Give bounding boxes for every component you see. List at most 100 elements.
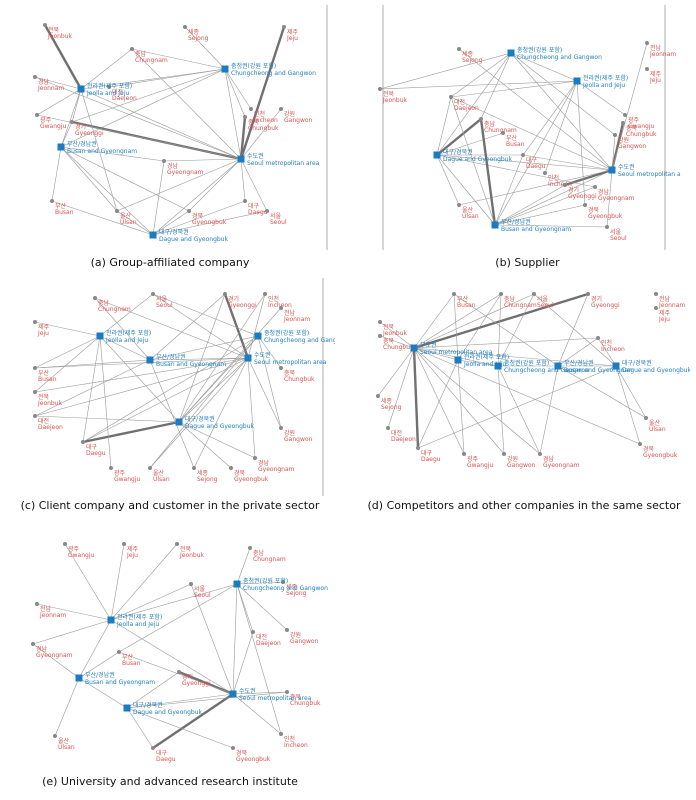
hub-node	[454, 356, 462, 364]
region-node	[109, 466, 113, 470]
region-label-en: Gyeongnam	[167, 169, 204, 176]
region-node	[583, 203, 587, 207]
region-label-ko: 강원	[507, 455, 518, 463]
region-label-ko: 전북	[48, 26, 60, 34]
region-label-en: Gangwon	[284, 436, 313, 443]
network-edge	[597, 337, 617, 367]
region-label-ko: 울산	[462, 206, 474, 214]
region-label-en: Jeju	[649, 77, 661, 84]
region-label-ko: 울산	[153, 469, 165, 477]
network-edge	[184, 26, 226, 70]
region-label-ko: 충북	[626, 124, 638, 132]
region-node	[122, 542, 126, 546]
hub-node	[433, 151, 441, 159]
region-label-en: Daejeon	[112, 95, 137, 102]
network-edge	[152, 210, 190, 236]
hub-label-en: Seoul metropolitan area	[247, 160, 320, 167]
network-edge	[417, 365, 617, 449]
region-label-en: Jeonnam	[37, 85, 64, 92]
network-edge	[247, 293, 266, 359]
region-node	[229, 466, 233, 470]
network-edge	[149, 335, 259, 469]
hub-label-ko: 전라권(제주 포함)	[464, 353, 509, 361]
network-edge	[232, 693, 282, 735]
network-edge	[82, 357, 249, 443]
network-edge	[126, 707, 154, 749]
region-label-ko: 충북	[383, 337, 395, 345]
region-node	[263, 292, 267, 296]
region-node	[623, 113, 627, 117]
hub-edge	[80, 68, 226, 90]
network-edge	[379, 52, 512, 90]
region-label-en: Jeonnam	[649, 51, 676, 58]
network-edge	[576, 80, 626, 116]
network-edge	[240, 108, 282, 160]
network-edge	[178, 307, 282, 423]
network-edge	[494, 154, 524, 226]
network-edge	[240, 158, 246, 202]
region-node	[621, 121, 625, 125]
region-label-en: Gwangju	[68, 552, 95, 559]
region-label-en: Incheon	[268, 302, 292, 309]
region-node	[502, 452, 506, 456]
region-label-en: Busan	[457, 302, 476, 309]
region-label-en: Ulsan	[649, 426, 666, 433]
region-label-ko: 인천	[284, 735, 295, 743]
region-label-ko: 전북	[38, 393, 50, 401]
network-edge	[457, 359, 465, 455]
region-node	[115, 209, 119, 213]
network-edge	[239, 116, 247, 160]
network-edge	[51, 200, 154, 236]
network-edge	[126, 671, 180, 709]
network-edge	[163, 158, 242, 162]
region-label-en: Gyeongnam	[543, 462, 580, 469]
network-edge	[43, 24, 83, 90]
region-node	[279, 306, 283, 310]
hub-label-ko: 부산/경남권	[85, 671, 115, 679]
hub-label-en: Chungcheong and Gangwon	[517, 54, 602, 61]
region-node	[177, 670, 181, 674]
hub-label-ko: 수도권	[618, 163, 635, 171]
region-node	[279, 732, 283, 736]
region-label-en: Seoul	[270, 219, 287, 226]
region-node	[253, 456, 257, 460]
network-edge	[494, 224, 608, 228]
hub-node	[507, 49, 515, 57]
network-edge	[236, 583, 282, 735]
region-node	[521, 153, 525, 157]
region-label-ko: 세종	[286, 583, 298, 591]
network-panel-c: 충남 Chungnam 서울 Seoul 경기 Gyeonggi 인천 Incheon 전남 Je…	[5, 278, 335, 496]
region-label-ko: 부산	[122, 653, 134, 661]
region-label-ko: 경남	[598, 188, 610, 196]
network-edge	[450, 52, 512, 98]
hub-label-ko: 부도권	[420, 341, 437, 349]
region-label-en: Gyeongbuk	[192, 219, 227, 226]
network-edge	[497, 293, 535, 367]
region-label-ko: 경남	[258, 459, 270, 467]
region-label-en: Chungnam	[135, 57, 168, 64]
region-label-ko: 광주	[68, 546, 80, 553]
region-label-en: Daegu	[421, 456, 441, 463]
region-label-en: Chungbuk	[626, 131, 657, 138]
network-edge	[152, 200, 246, 236]
hub-edge	[99, 335, 180, 423]
region-label-en: Jeonbuk	[382, 97, 408, 104]
region-label-ko: 경기	[568, 186, 579, 194]
region-node	[33, 366, 37, 370]
region-label-en: Gangwon	[284, 117, 313, 124]
network-edge	[494, 184, 566, 226]
region-label-ko: 제주	[650, 70, 662, 78]
hub-label-ko: 충청권(강원 포함)	[264, 329, 309, 337]
network-edge	[51, 146, 62, 202]
region-label-ko: 광주	[467, 456, 479, 463]
region-label-ko: 인천	[548, 174, 559, 182]
region-node	[43, 23, 47, 27]
network-edge	[544, 80, 578, 174]
hub-label-ko: 대구/경북권	[185, 415, 215, 423]
region-label-en: Jeju	[658, 316, 670, 323]
region-node	[53, 734, 57, 738]
hub-label-ko: 충청권(강원 포함)	[231, 62, 276, 70]
hub-node	[554, 362, 562, 370]
region-node	[593, 185, 597, 189]
region-node	[33, 320, 37, 324]
